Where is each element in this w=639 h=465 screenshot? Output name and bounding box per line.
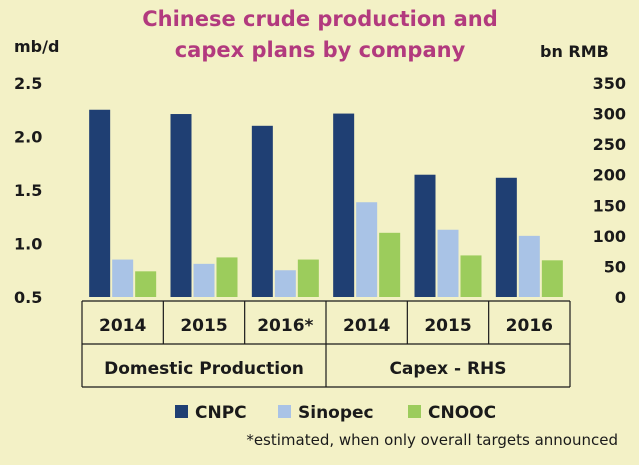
bar-cnpc bbox=[89, 109, 111, 297]
right-tick-label: 0 bbox=[615, 288, 626, 307]
right-tick-label: 250 bbox=[593, 135, 626, 154]
bar-sinopec bbox=[112, 259, 134, 297]
legend-label-cnooc: CNOOC bbox=[428, 403, 496, 423]
bar-cnpc bbox=[170, 114, 192, 297]
bar-sinopec bbox=[518, 235, 540, 297]
left-axis-title: mb/d bbox=[14, 37, 59, 56]
left-axis-ticks: 0.5 1.0 1.5 2.0 2.5 bbox=[14, 74, 42, 307]
category-label: 2015 bbox=[424, 316, 471, 336]
bars bbox=[89, 109, 563, 297]
bar-cnpc bbox=[251, 125, 273, 297]
bar-cnooc bbox=[541, 260, 563, 297]
bar-cnooc bbox=[135, 271, 157, 297]
legend-label-cnpc: CNPC bbox=[195, 403, 247, 423]
right-tick-label: 50 bbox=[604, 257, 626, 276]
right-axis-ticks: 0 50 100 150 200 250 300 350 bbox=[593, 74, 626, 307]
chart-title-line-2: capex plans by company bbox=[175, 38, 466, 62]
legend-swatch-cnooc bbox=[408, 405, 421, 418]
left-tick-label: 1.5 bbox=[14, 181, 42, 200]
left-tick-label: 2.5 bbox=[14, 74, 42, 93]
right-tick-label: 200 bbox=[593, 166, 626, 185]
category-label: 2016 bbox=[506, 316, 553, 336]
bar-sinopec bbox=[356, 202, 378, 297]
legend-swatch-sinopec bbox=[278, 405, 291, 418]
legend: CNPC Sinopec CNOOC bbox=[175, 403, 496, 423]
category-label: 2014 bbox=[343, 316, 390, 336]
bar-cnooc bbox=[379, 232, 401, 297]
group-label: Capex - RHS bbox=[389, 359, 506, 379]
bar-cnpc bbox=[414, 174, 436, 297]
left-tick-label: 1.0 bbox=[14, 235, 42, 254]
category-table: 2014 2015 2016* 2014 2015 2016 Domestic Produc… bbox=[81, 300, 571, 388]
left-tick-label: 2.0 bbox=[14, 128, 42, 147]
right-tick-label: 350 bbox=[593, 74, 626, 93]
category-label: 2016* bbox=[257, 316, 313, 336]
chart-title-line-1: Chinese crude production and bbox=[142, 7, 497, 31]
right-tick-label: 100 bbox=[593, 227, 626, 246]
group-label: Domestic Production bbox=[104, 359, 304, 379]
footnote: *estimated, when only overall targets an… bbox=[246, 431, 618, 449]
bar-cnooc bbox=[216, 257, 238, 297]
bar-cnooc bbox=[460, 255, 482, 297]
right-tick-label: 150 bbox=[593, 196, 626, 215]
category-label: 2015 bbox=[180, 316, 227, 336]
right-axis-title: bn RMB bbox=[540, 42, 609, 61]
left-tick-label: 0.5 bbox=[14, 288, 42, 307]
bar-sinopec bbox=[274, 270, 296, 297]
bar-cnooc bbox=[297, 259, 319, 297]
bar-cnpc bbox=[333, 113, 355, 297]
legend-swatch-cnpc bbox=[175, 405, 188, 418]
right-tick-label: 300 bbox=[593, 105, 626, 124]
bar-cnpc bbox=[495, 177, 517, 297]
bar-sinopec bbox=[437, 229, 459, 297]
category-label: 2014 bbox=[99, 316, 146, 336]
legend-label-sinopec: Sinopec bbox=[298, 403, 374, 423]
bar-sinopec bbox=[193, 263, 215, 297]
